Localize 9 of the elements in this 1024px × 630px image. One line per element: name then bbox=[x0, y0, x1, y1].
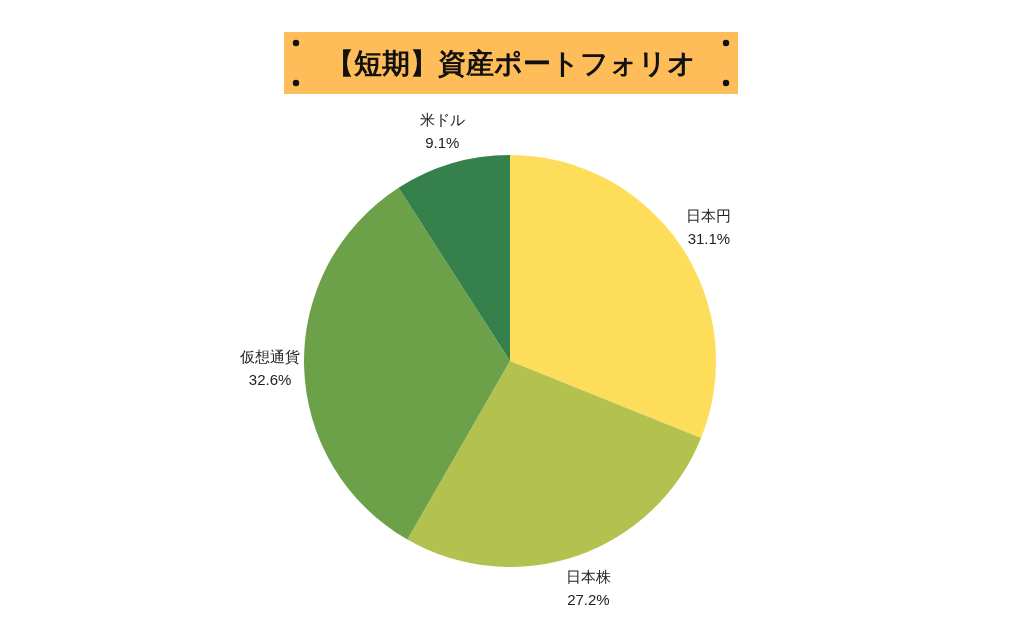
chart-title: 【短期】資産ポートフォリオ bbox=[326, 47, 696, 79]
slice-label: 日本株 bbox=[565, 567, 611, 585]
data-label: 32.6% bbox=[248, 370, 292, 388]
data-label: 9.1% bbox=[425, 133, 460, 151]
data-label: 27.2% bbox=[567, 590, 610, 608]
slice-label: 日本円 bbox=[686, 206, 732, 224]
slice-label: 仮想通貨 bbox=[239, 347, 301, 365]
data-label: 31.1% bbox=[687, 229, 731, 247]
slice-label: 米ドル bbox=[419, 110, 465, 128]
